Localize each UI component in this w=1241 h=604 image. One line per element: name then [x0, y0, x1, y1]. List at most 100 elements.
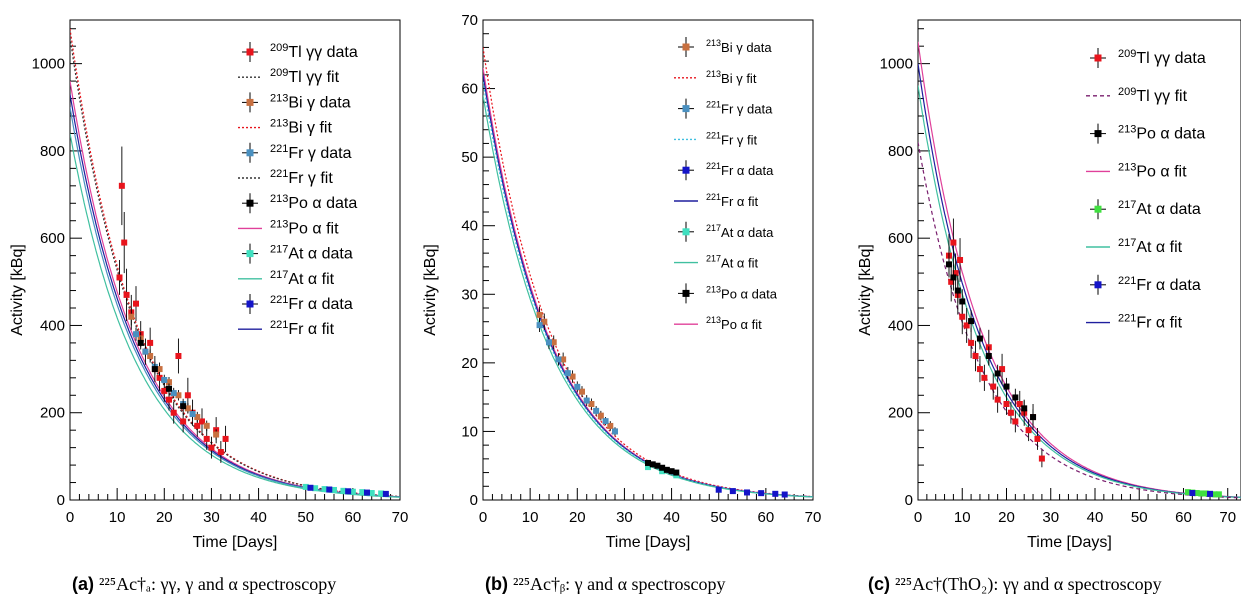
data-point	[569, 373, 576, 380]
y-tick-label: 40	[461, 218, 478, 235]
legend-sup: 209	[270, 42, 288, 54]
x-tick-label: 40	[663, 509, 680, 526]
y-tick-label: 600	[888, 230, 913, 247]
legend-label: 217At α data	[706, 223, 774, 240]
legend-text: Fr γ data	[721, 102, 773, 117]
legend-label: 213Bi γ data	[706, 38, 772, 55]
data-point	[368, 490, 375, 497]
legend-text: At α fit	[288, 271, 334, 288]
plot-frame	[482, 19, 814, 501]
data-point	[208, 444, 215, 451]
x-tick-label: 0	[479, 509, 487, 526]
data-point	[593, 407, 600, 414]
legend-text: Po α data	[1136, 126, 1205, 143]
data-point	[331, 486, 337, 493]
data-point	[166, 396, 172, 403]
plot-area	[918, 41, 1241, 499]
y-tick-label: 200	[888, 405, 913, 422]
data-point	[950, 239, 957, 246]
panel-a: 0 10 20 30 40 50 60 70 0 200 400 600 800 1000 Time [Da…	[9, 19, 408, 594]
legend-label: 213Po α fit	[706, 315, 762, 332]
legend-sup: 221	[706, 130, 721, 140]
data-point	[959, 313, 966, 320]
legend-text: Fr γ data	[288, 145, 351, 162]
legend-text: Bi γ data	[288, 94, 350, 111]
data-series	[302, 483, 385, 497]
data-series	[645, 459, 680, 476]
x-tick-label: 40	[250, 509, 267, 526]
data-point	[156, 374, 163, 381]
legend-marker	[682, 228, 690, 236]
data-point	[999, 366, 1006, 373]
panel-caption: (b) ²²⁵Ac†ᵦ: γ and α spectroscopy	[485, 574, 725, 594]
data-point	[1184, 489, 1191, 496]
legend-text: At α data	[721, 225, 774, 240]
data-point	[123, 291, 130, 298]
y-tick-label: 50	[461, 149, 478, 166]
data-point	[981, 374, 988, 381]
legend-text: Bi γ data	[721, 40, 772, 55]
legend-sup: 221	[270, 319, 288, 331]
data-point	[985, 353, 992, 359]
legend-text: Fr γ fit	[721, 132, 757, 147]
legend-text: Tl γγ fit	[288, 69, 339, 86]
data-point	[957, 257, 964, 263]
data-point	[222, 435, 229, 442]
legend-text: Po α fit	[1136, 163, 1187, 180]
legend-sup: 217	[1118, 237, 1136, 249]
legend-sup: 213	[706, 38, 721, 48]
x-tick-label: 60	[758, 509, 775, 526]
legend-label: 221Fr γ fit	[706, 130, 758, 147]
legend-sup: 221	[270, 168, 288, 180]
x-tick-label: 50	[1131, 509, 1148, 526]
legend-sup: 217	[706, 223, 721, 233]
data-point	[349, 488, 356, 495]
data-series	[137, 336, 187, 412]
legend-sup: 221	[706, 192, 721, 202]
legend-marker	[682, 43, 690, 51]
legend-sup: 209	[1118, 48, 1136, 60]
x-tick-label: 20	[156, 509, 173, 526]
legend-label: 209Tl γγ fit	[1118, 86, 1188, 105]
data-point	[1211, 491, 1218, 498]
legend-sup: 217	[270, 269, 288, 281]
y-tick-label: 800	[40, 143, 65, 160]
legend-sup: 217	[1118, 199, 1136, 211]
data-point	[654, 462, 661, 469]
legend-text: Fr γ fit	[288, 170, 333, 187]
data-point	[560, 356, 567, 363]
data-series	[1189, 490, 1214, 497]
legend-text: Fr α fit	[1136, 315, 1182, 332]
legend-label: 217At α fit	[1118, 237, 1183, 256]
data-point	[668, 468, 675, 475]
legend-text: Bi γ fit	[721, 71, 757, 86]
legend-text: Bi γ fit	[288, 120, 332, 137]
legend-label: 217At α data	[270, 244, 353, 263]
y-tick-label: 600	[40, 230, 65, 247]
legend-marker	[682, 166, 690, 174]
data-point	[1003, 383, 1010, 390]
legend-text: At α data	[1136, 201, 1201, 218]
data-point	[602, 418, 609, 425]
data-point	[574, 383, 581, 390]
y-tick-label: 20	[461, 355, 478, 372]
legend-sup: 221	[1118, 275, 1136, 287]
legend-marker	[1094, 281, 1102, 289]
legend-label: 213Bi γ fit	[270, 118, 332, 137]
x-tick-label: 50	[710, 509, 727, 526]
legend-label: 217At α data	[1118, 199, 1201, 218]
data-point	[378, 490, 385, 497]
y-tick-label: 70	[461, 12, 478, 29]
y-tick-label: 1000	[880, 56, 913, 73]
data-point	[345, 488, 352, 495]
data-point	[1034, 435, 1041, 442]
data-point	[1207, 490, 1214, 497]
data-point	[715, 486, 722, 493]
plot-frame	[917, 19, 1241, 501]
data-point	[1030, 414, 1037, 421]
data-point	[1016, 401, 1023, 407]
legend-label: 217At α fit	[706, 254, 759, 271]
x-tick-label: 10	[109, 509, 126, 526]
legend-text: Po α fit	[288, 220, 339, 237]
